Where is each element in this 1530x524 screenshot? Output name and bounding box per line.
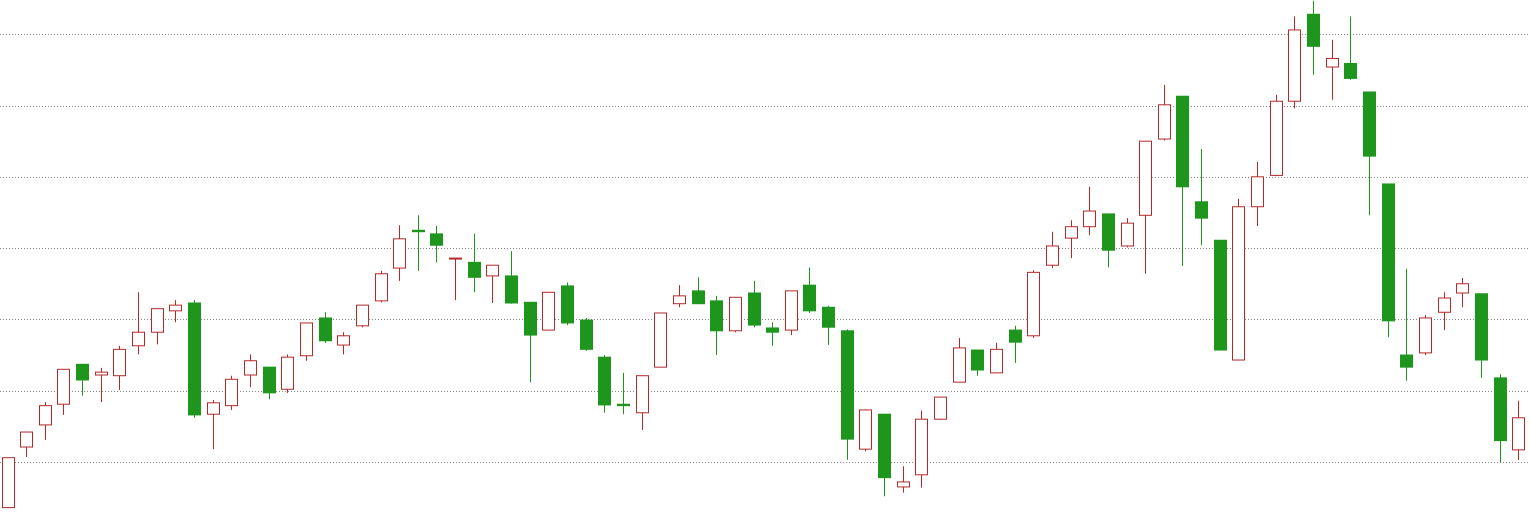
candle-body bbox=[598, 356, 611, 406]
candle-body bbox=[785, 290, 798, 331]
candle-body bbox=[57, 368, 70, 405]
candle-body bbox=[113, 348, 126, 377]
candle-body bbox=[300, 322, 313, 357]
candle-body bbox=[748, 292, 761, 326]
candle-body bbox=[2, 457, 15, 509]
candle-body bbox=[1438, 297, 1451, 313]
candle-body bbox=[263, 366, 276, 394]
candle-body bbox=[375, 273, 388, 302]
candle-body bbox=[1494, 377, 1507, 442]
candle-body bbox=[524, 301, 537, 336]
candle-body bbox=[281, 356, 294, 390]
candle-body bbox=[356, 304, 369, 327]
candle-body bbox=[859, 409, 872, 450]
candle-body bbox=[468, 261, 481, 278]
candle-body bbox=[132, 331, 145, 347]
candle-body bbox=[766, 327, 779, 333]
candle-body bbox=[1176, 95, 1189, 188]
candle-body bbox=[449, 257, 462, 260]
candle-body bbox=[1419, 317, 1432, 354]
candle-body bbox=[1270, 100, 1283, 176]
candle-body bbox=[692, 290, 705, 305]
candle-body bbox=[244, 360, 257, 376]
candle-body bbox=[505, 275, 518, 304]
candle-body bbox=[1288, 29, 1301, 102]
candle-body bbox=[1251, 176, 1264, 208]
candle-body bbox=[1456, 283, 1469, 294]
candle-body bbox=[1232, 206, 1245, 361]
candle-body bbox=[39, 405, 52, 426]
candle-body bbox=[207, 402, 220, 415]
candle-body bbox=[151, 308, 164, 333]
candle-body bbox=[822, 306, 835, 328]
candle-body bbox=[393, 238, 406, 269]
candle-body bbox=[486, 264, 499, 277]
candle-body bbox=[76, 363, 89, 381]
candle-body bbox=[673, 295, 686, 305]
candle-body bbox=[561, 285, 574, 324]
candle-body bbox=[1027, 271, 1040, 337]
candle-body bbox=[169, 304, 182, 312]
candle-body bbox=[1009, 329, 1022, 343]
candle-body bbox=[1512, 417, 1525, 451]
candle-body bbox=[319, 317, 332, 342]
candle-body bbox=[971, 349, 984, 371]
candle-body bbox=[878, 413, 891, 479]
candle-body bbox=[1083, 210, 1096, 228]
candle-body bbox=[636, 375, 649, 414]
candle-body bbox=[20, 431, 33, 448]
candle-body bbox=[95, 371, 108, 376]
candle-body bbox=[188, 302, 201, 416]
candle-body bbox=[1214, 239, 1227, 351]
candle-body bbox=[1344, 62, 1357, 79]
candle-body bbox=[1065, 226, 1078, 239]
candle-body bbox=[542, 291, 555, 331]
candle-body bbox=[337, 335, 350, 346]
candle-body bbox=[1382, 183, 1395, 322]
candle-body bbox=[430, 233, 443, 246]
candle-body bbox=[225, 378, 238, 407]
candle-body bbox=[1363, 91, 1376, 157]
candle-body bbox=[1046, 245, 1059, 266]
candle-body bbox=[580, 319, 593, 350]
candle-body bbox=[841, 330, 854, 440]
candle-body bbox=[953, 347, 966, 383]
candle-body bbox=[1475, 293, 1488, 361]
candle-body bbox=[1158, 104, 1171, 140]
candle-body bbox=[934, 396, 947, 420]
candle-body bbox=[1400, 354, 1413, 368]
candle-body bbox=[897, 481, 910, 488]
candle-body bbox=[990, 348, 1003, 374]
candle-body bbox=[1307, 13, 1320, 47]
candle-body bbox=[710, 300, 723, 332]
candle-body bbox=[654, 312, 667, 368]
candle-body bbox=[617, 403, 630, 407]
candle-body bbox=[1139, 140, 1152, 216]
candle-body bbox=[1121, 222, 1134, 247]
candle-body bbox=[1195, 201, 1208, 219]
candle-body bbox=[729, 296, 742, 332]
candle-body bbox=[803, 284, 816, 312]
candle-body bbox=[915, 418, 928, 476]
candle-body bbox=[412, 229, 425, 233]
candle-body bbox=[1326, 57, 1339, 68]
candle-body bbox=[1102, 213, 1115, 251]
